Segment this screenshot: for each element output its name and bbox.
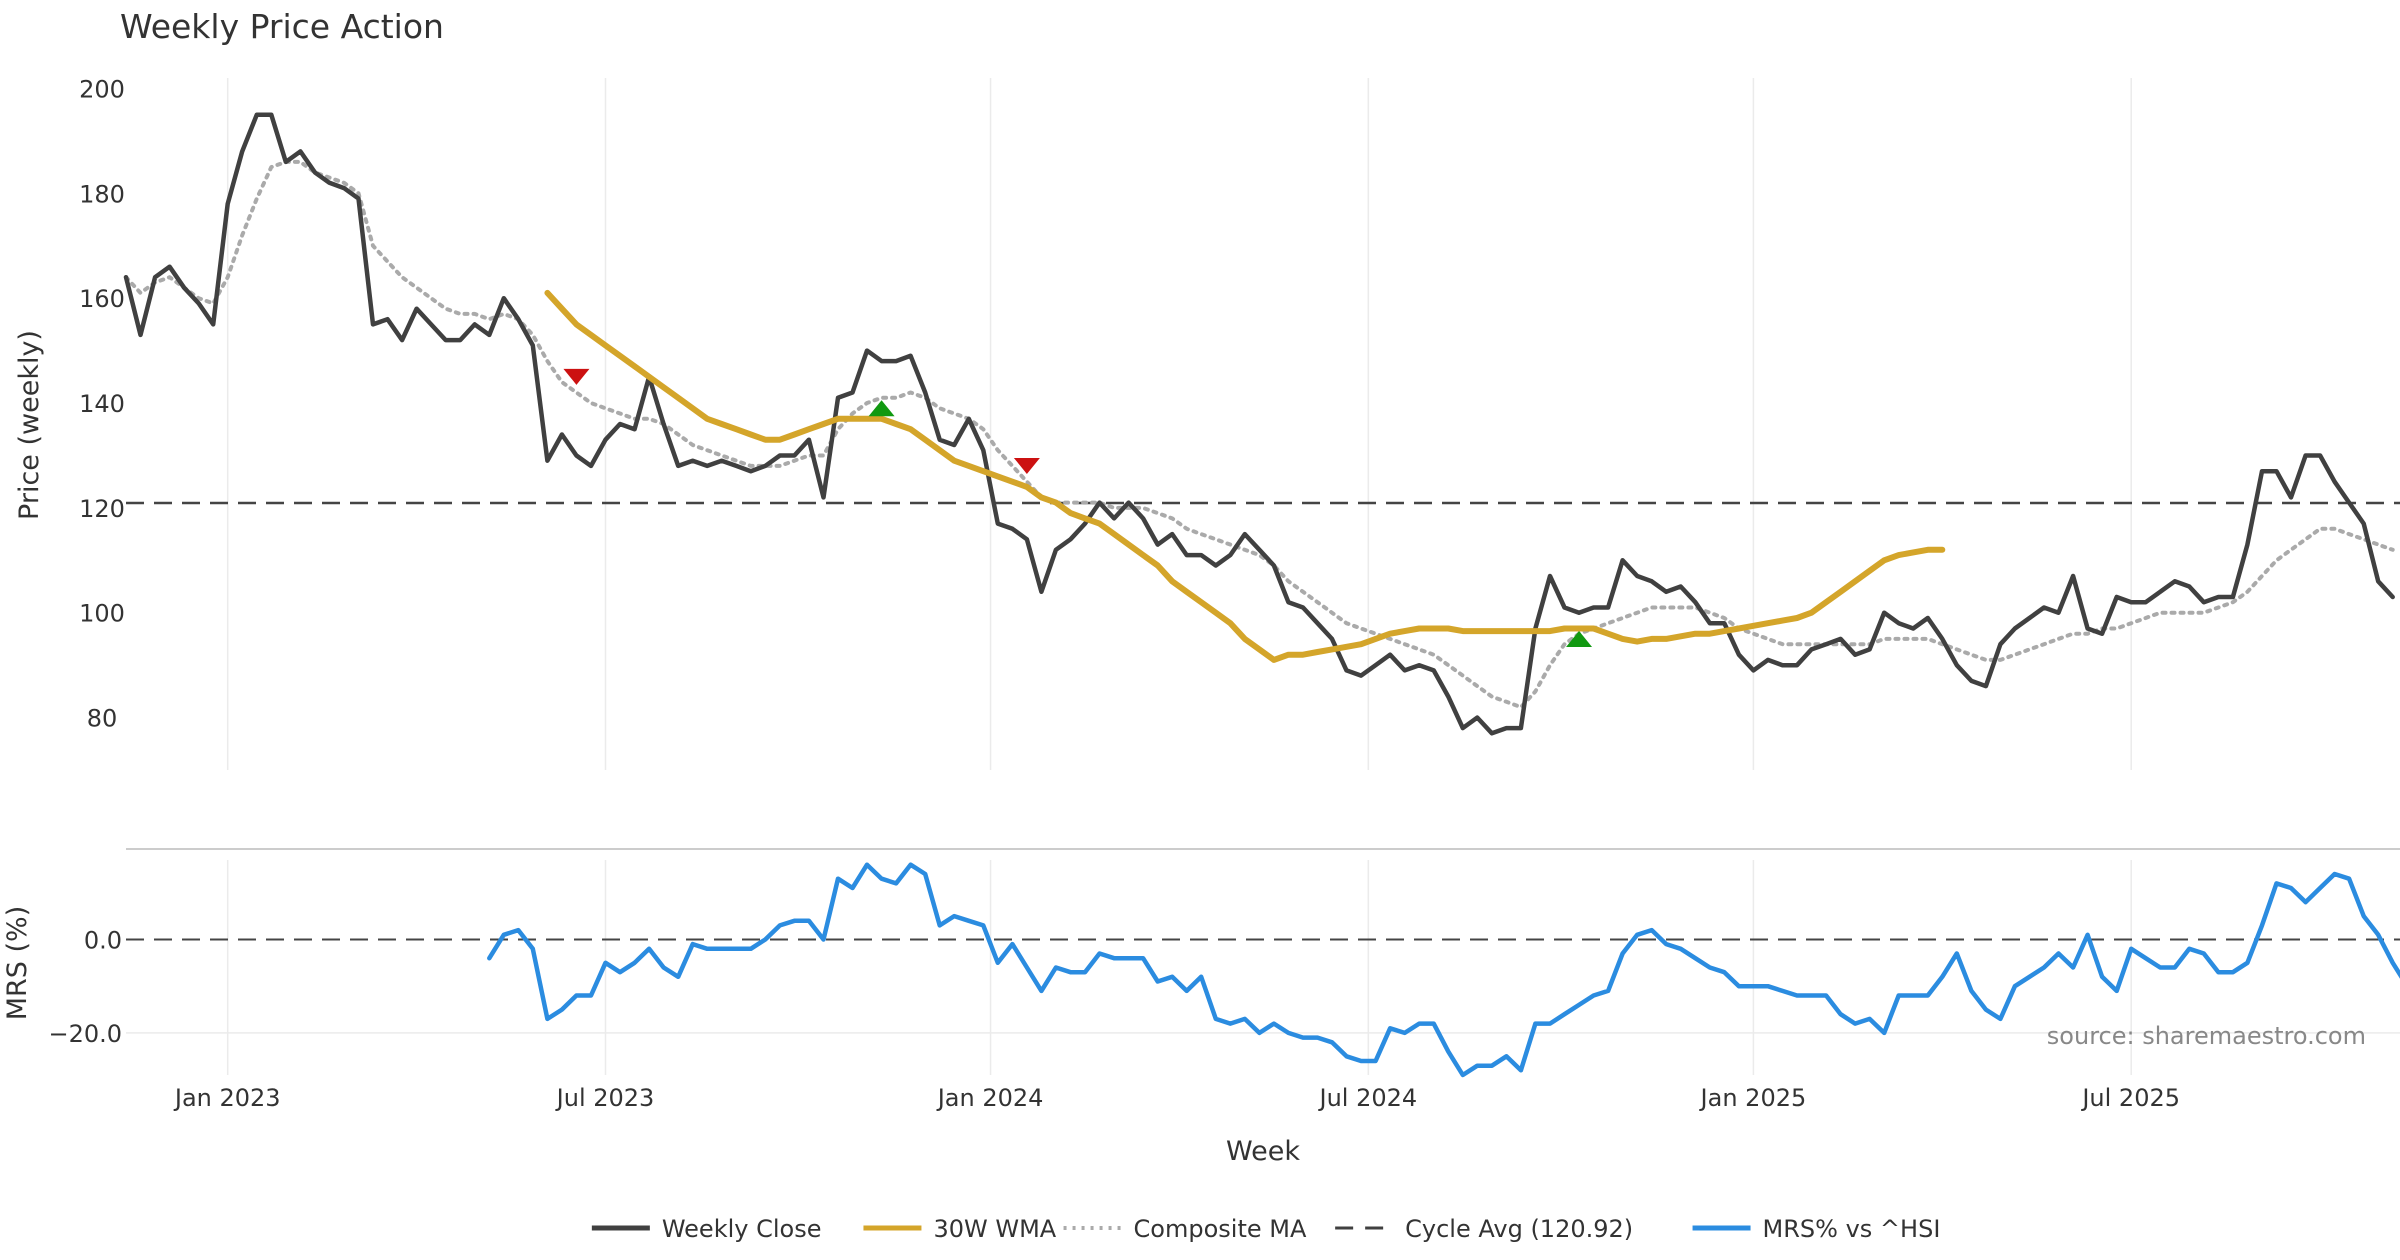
x-tick-label: Jul 2025 (2080, 1084, 2180, 1112)
x-axis-label: Week (1226, 1136, 1300, 1167)
price-y-tick-label: 80 (87, 705, 118, 733)
x-tick-label: Jan 2024 (936, 1084, 1044, 1112)
x-tick-labels: Jan 2023 Jul 2023 Jan 2024 Jul 2024 Jan 2025… (173, 1084, 2180, 1112)
buy-signal-marker (868, 400, 895, 417)
signal-markers (563, 368, 1593, 647)
chart-legend: Weekly Close 30W WMA Composite MA Cycle Avg… (591, 1215, 1941, 1243)
price-y-ticks: 80 100 120 140 160 180 200 (79, 75, 125, 732)
legend-label: Composite MA (1134, 1215, 1307, 1243)
legend-label: MRS% vs ^HSI (1763, 1215, 1941, 1243)
series-mrs-vs-hsi (487, 862, 2400, 1078)
legend-label: Weekly Close (662, 1215, 822, 1243)
sell-signal-marker (1013, 457, 1040, 474)
price-y-tick-label: 180 (79, 180, 125, 208)
price-y-tick-label: 120 (79, 495, 125, 523)
x-tick-label: Jan 2023 (173, 1084, 281, 1112)
price-y-tick-label: 160 (79, 285, 125, 313)
mrs-y-ticks: 0.0 −20.0 (48, 926, 122, 1047)
price-y-tick-label: 140 (79, 390, 125, 418)
price-gridlines (226, 78, 2132, 770)
x-tick-label: Jul 2023 (555, 1084, 655, 1112)
price-series-group (123, 112, 2395, 736)
x-tick-label: Jan 2025 (1699, 1084, 1807, 1112)
price-y-tick-label: 100 (79, 600, 125, 628)
mrs-y-axis-label: MRS (%) (2, 906, 33, 1021)
price-y-tick-label: 200 (79, 75, 125, 103)
buy-signal-marker (1566, 630, 1593, 647)
series-composite-ma (124, 159, 2395, 710)
mrs-y-tick-label: 0.0 (84, 926, 122, 954)
mrs-series-group (487, 862, 2400, 1078)
source-credit: source: sharemaestro.com (2047, 1022, 2366, 1050)
series-30w-wma (544, 289, 1946, 663)
price-y-axis-label: Price (weekly) (14, 330, 45, 520)
chart-title: Weekly Price Action (120, 7, 444, 46)
sell-signal-marker (563, 368, 590, 385)
legend-label: 30W WMA (933, 1215, 1056, 1243)
series-weekly-close (123, 112, 2395, 736)
mrs-y-tick-label: −20.0 (48, 1020, 122, 1048)
legend-label: Cycle Avg (120.92) (1405, 1215, 1633, 1243)
x-tick-label: Jul 2024 (1318, 1084, 1418, 1112)
